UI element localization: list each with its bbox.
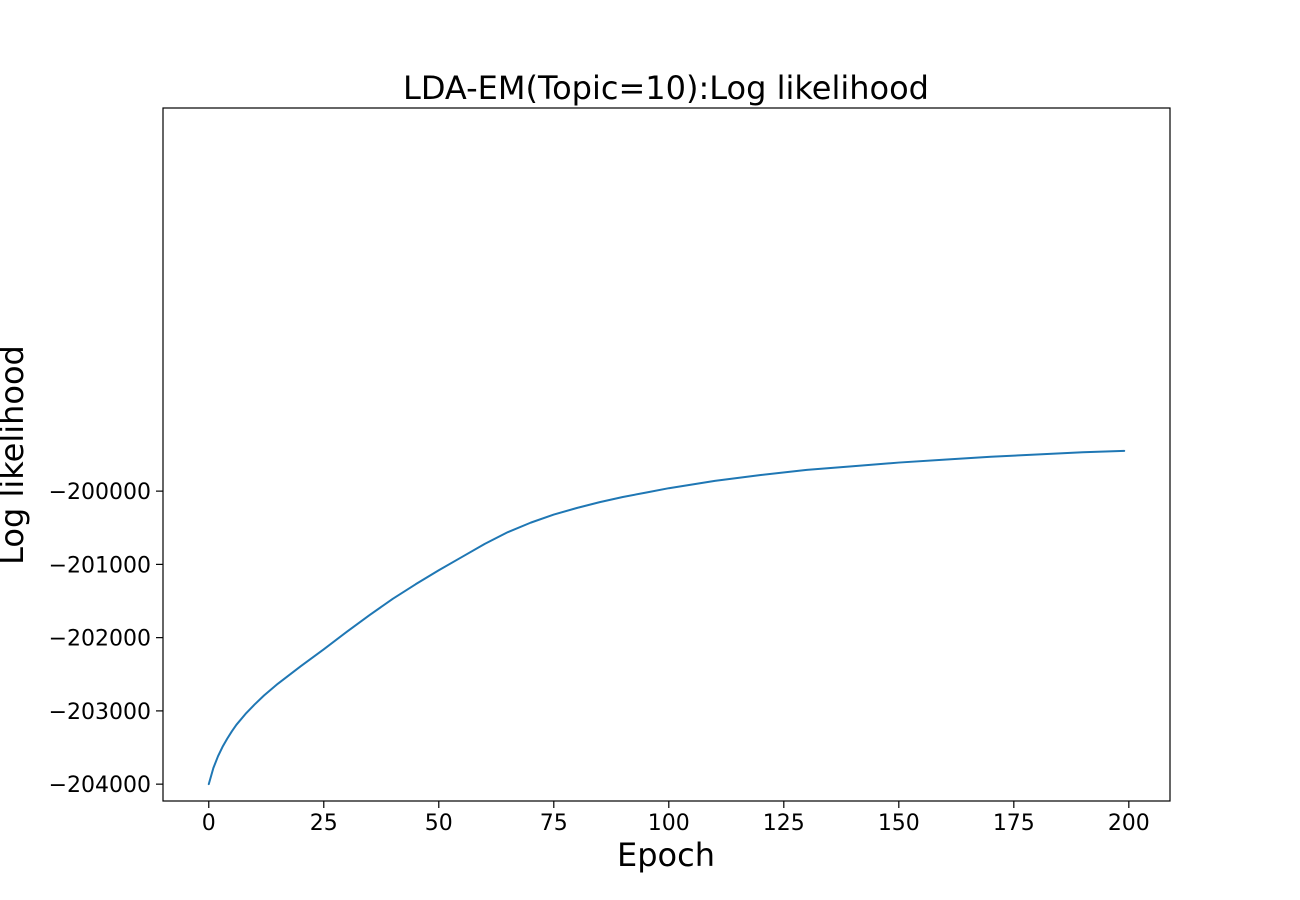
- x-tick-label: 25: [310, 811, 338, 836]
- plot-area: [162, 107, 1171, 802]
- y-tick-label: −203000: [49, 700, 151, 725]
- x-tick-label: 150: [878, 811, 920, 836]
- y-axis-label: Log likelihood: [0, 345, 31, 565]
- plot-frame: [162, 107, 1171, 802]
- y-axis: −204000 −203000 −202000 −201000 −200000: [49, 480, 163, 798]
- x-tick-label: 200: [1108, 811, 1150, 836]
- y-tick-label: −204000: [49, 773, 151, 798]
- x-axis: 0 25 50 75 100 125 150 175 200: [202, 801, 1150, 836]
- x-tick-label: 0: [202, 811, 216, 836]
- y-tick-label: −202000: [49, 627, 151, 652]
- y-tick-label: −201000: [49, 553, 151, 578]
- x-axis-label: Epoch: [617, 836, 715, 874]
- x-tick-label: 175: [993, 811, 1035, 836]
- chart-title: LDA-EM(Topic=10):Log likelihood: [403, 69, 929, 107]
- series-line-0: [207, 449, 1126, 786]
- y-tick-label: −200000: [49, 480, 151, 505]
- x-tick-label: 125: [763, 811, 805, 836]
- x-tick-label: 75: [540, 811, 568, 836]
- x-tick-label: 50: [425, 811, 453, 836]
- plot-background: [163, 108, 1170, 801]
- x-tick-label: 100: [648, 811, 690, 836]
- series-layer: [207, 449, 1126, 786]
